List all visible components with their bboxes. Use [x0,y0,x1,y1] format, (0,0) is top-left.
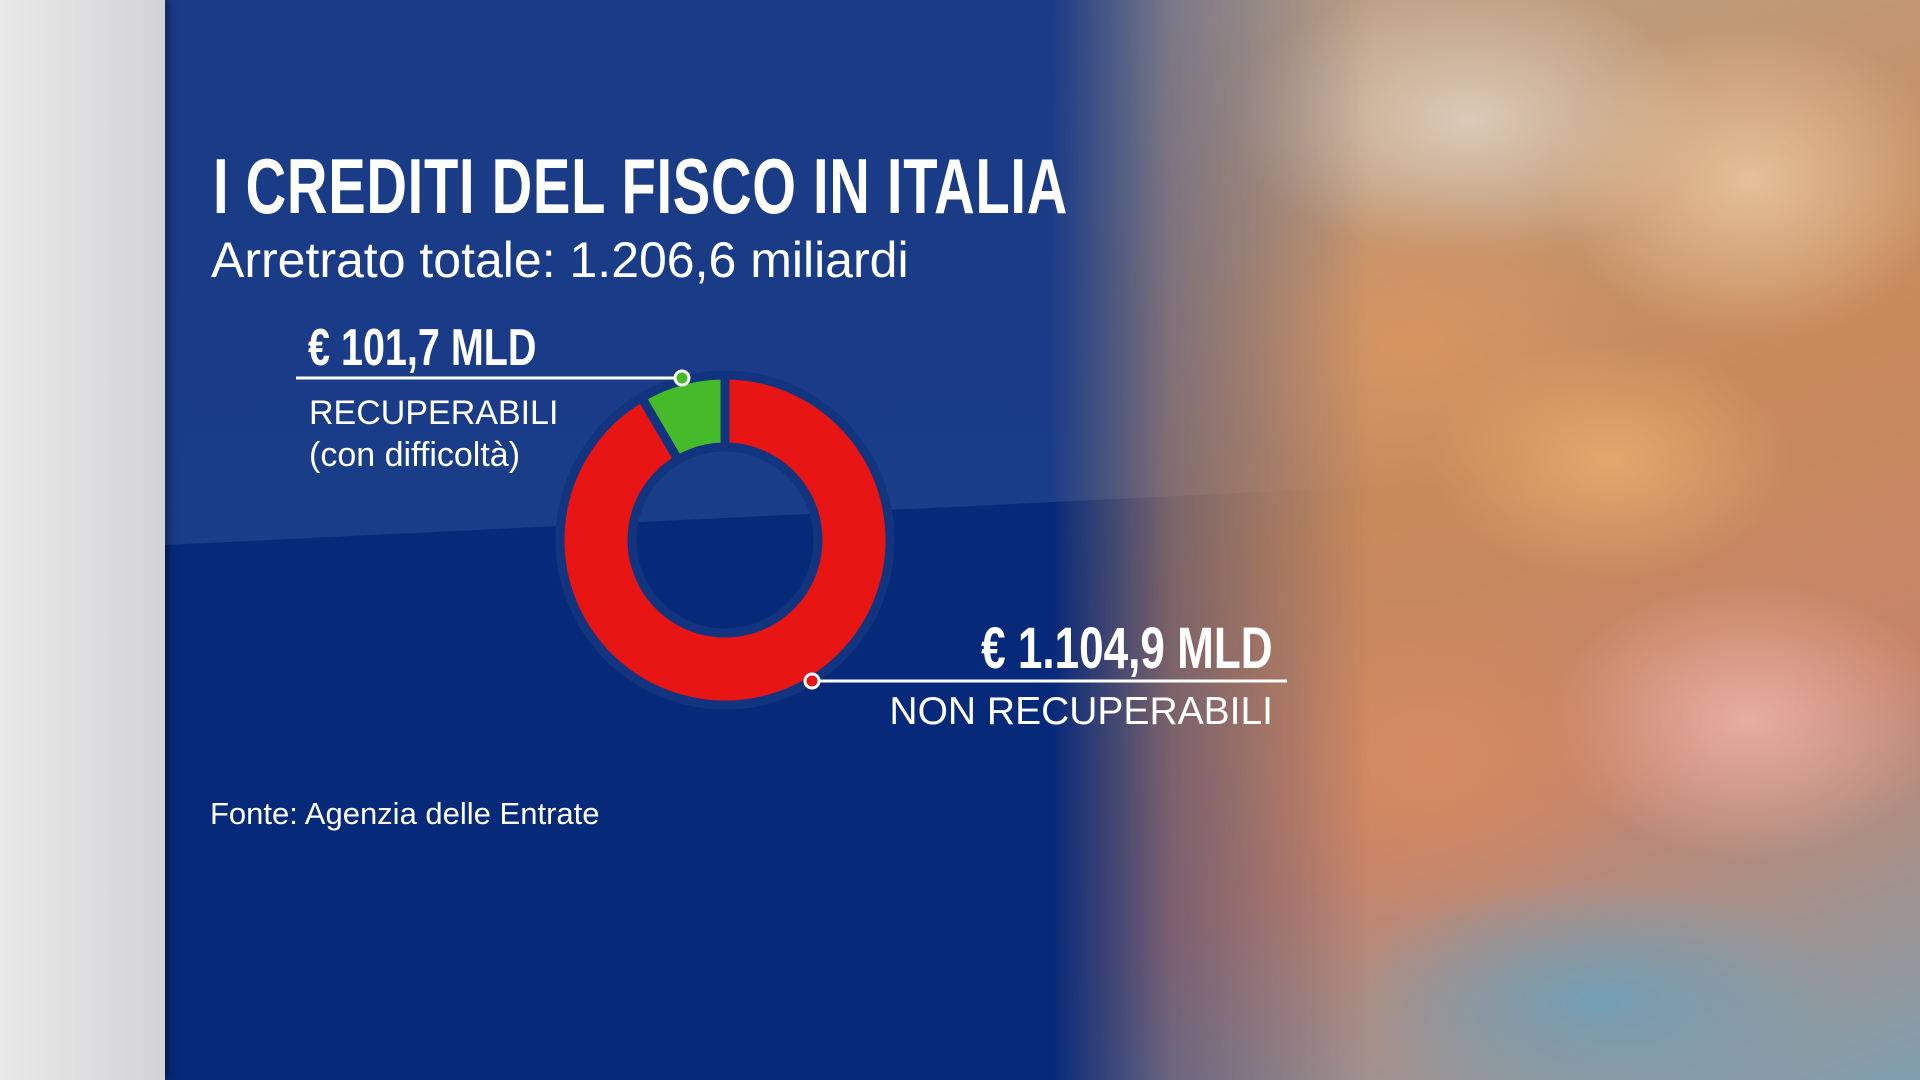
source-note: Fonte: Agenzia delle Entrate [210,796,600,831]
recoverable-label: RECUPERABILI (con difficoltà) [309,394,559,474]
left-side-strip [0,0,165,1080]
page-title: I CREDITI DEL FISCO IN ITALIA [213,142,1068,230]
euro-banknotes-photo [1050,0,1920,1080]
marker-dot-non-recoverable [803,672,821,690]
marker-dot-recoverable [673,369,691,387]
subtitle: Arretrato totale: 1.206,6 miliardi [211,232,909,288]
non-recoverable-label: NON RECUPERABILI [889,690,1273,733]
donut-slice-non-recoverable [555,370,895,710]
non-recoverable-value-label: € 1.104,9 MLD [981,616,1273,681]
recoverable-value-label: € 101,7 MLD [308,319,537,377]
